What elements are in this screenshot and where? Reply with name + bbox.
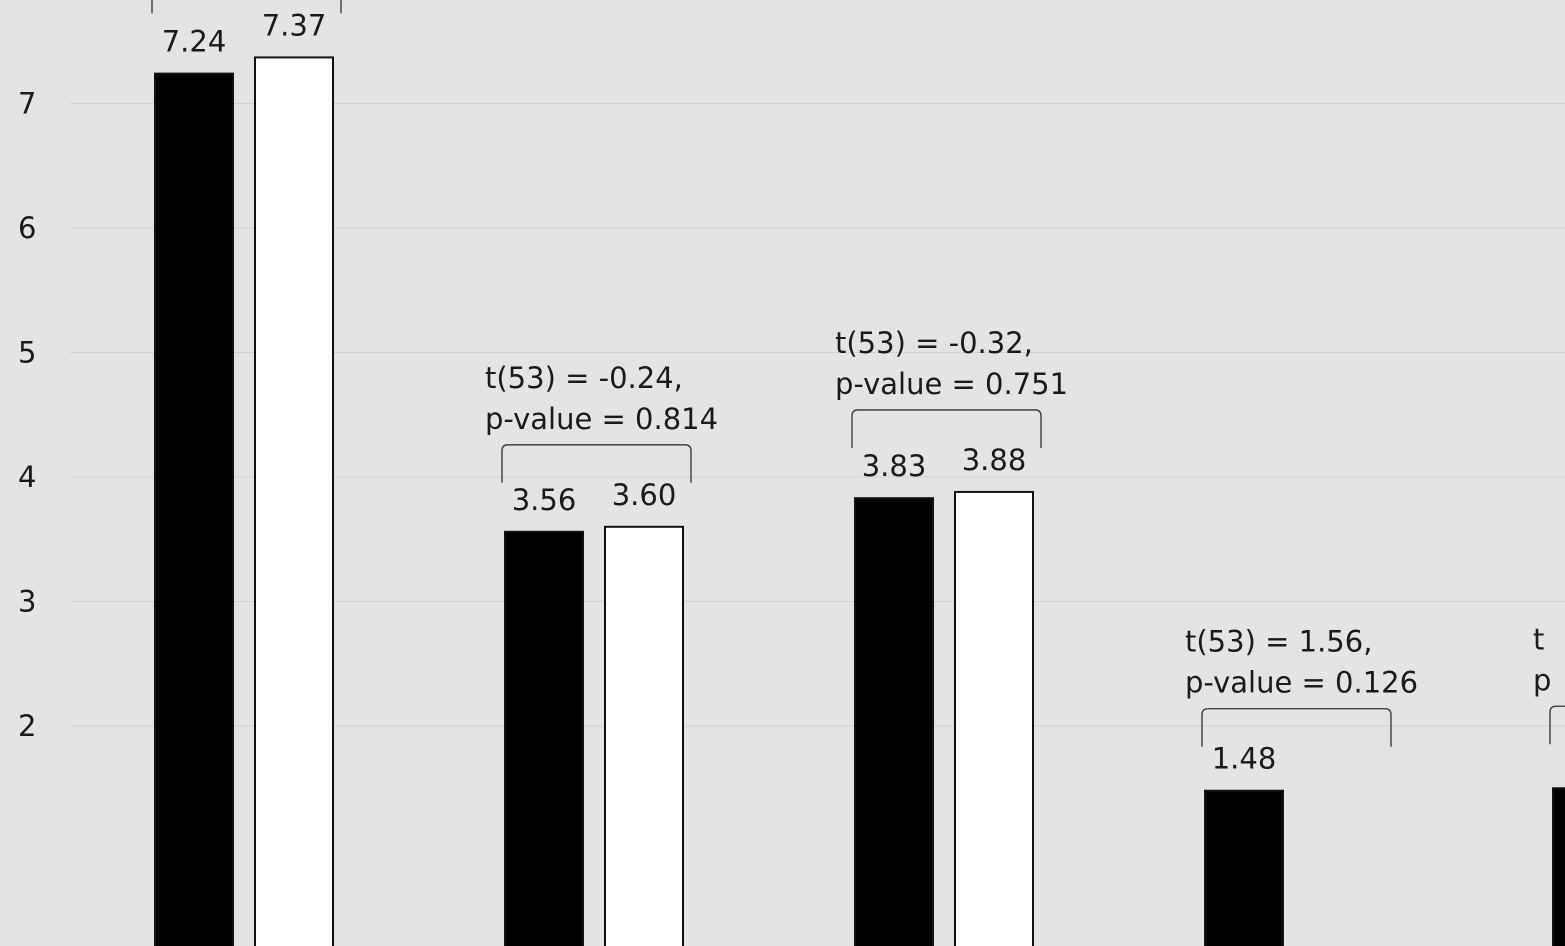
t-statistic-label: t(53) = -0.24, xyxy=(485,361,683,395)
significance-bracket xyxy=(1549,705,1565,745)
p-value-label: p xyxy=(1533,663,1551,697)
y-axis: 2345678 xyxy=(18,87,36,744)
t-statistic-label: t xyxy=(1533,622,1544,656)
p-value-label: p-value = 0.751 xyxy=(835,367,1068,401)
data-label: 7.24 xyxy=(162,25,227,59)
bar-group4-seriesa xyxy=(1204,789,1284,946)
significance-bracket xyxy=(501,444,692,483)
data-label: 1.48 xyxy=(1212,742,1277,776)
t-statistic-label: t(53) = 1.56, xyxy=(1185,625,1372,659)
data-label: 3.56 xyxy=(512,483,577,517)
bars xyxy=(154,56,1565,946)
annotations: 7.247.37t(53) = -0.73,p-value = 0.4683.5… xyxy=(151,0,1565,776)
significance-bracket xyxy=(1201,708,1392,747)
bar-group2-seriesb xyxy=(604,525,684,946)
y-tick-label: 7 xyxy=(18,87,36,121)
p-value-label: p-value = 0.814 xyxy=(485,402,718,436)
significance-bracket xyxy=(851,409,1042,448)
y-tick-label: 5 xyxy=(18,336,36,370)
data-label: 3.88 xyxy=(962,443,1027,477)
bar-group5-seriesa xyxy=(1552,787,1565,946)
y-tick-label: 2 xyxy=(18,709,36,743)
y-tick-label: 3 xyxy=(18,585,36,619)
data-label: 7.37 xyxy=(262,8,327,42)
y-tick-label: 6 xyxy=(18,211,36,245)
bar-group1-seriesb xyxy=(254,56,334,946)
y-tick-label: 4 xyxy=(18,460,36,494)
bar-group1-seriesa xyxy=(154,72,234,946)
data-label: 3.60 xyxy=(612,478,677,512)
bar-group3-seriesa xyxy=(854,497,934,946)
data-label: 3.83 xyxy=(862,449,927,483)
p-value-label: p-value = 0.126 xyxy=(1185,666,1418,700)
bar-group3-seriesb xyxy=(954,490,1034,946)
t-statistic-label: t(53) = -0.32, xyxy=(835,326,1033,360)
bar-group2-seriesa xyxy=(504,530,584,946)
